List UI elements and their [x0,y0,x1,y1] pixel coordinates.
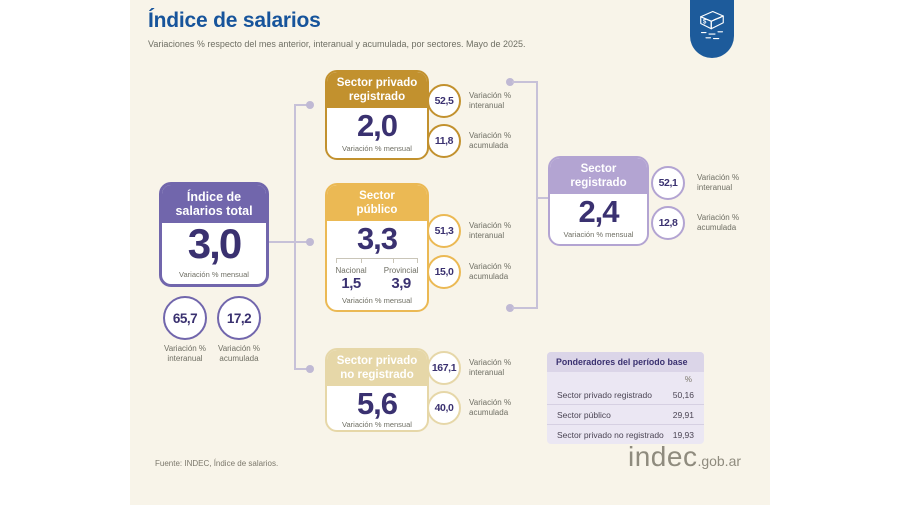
stat-value: 51,3 [434,225,454,237]
monthly-variation-label: Variación % mensual [342,144,412,153]
stat-value: 11,8 [434,135,454,147]
logo-text: indec [628,441,698,472]
sector-card-privado-no-registrado: Sector privado no registrado 5,6 Variaci… [325,348,429,432]
sector-monthly-value: 2,4 [578,194,619,230]
table-row: Sector privado registrado 50,16 [547,385,704,404]
stat-value: 40,0 [434,402,454,414]
stat-circle-interannual: 167,1 [427,351,461,385]
table-row: Sector público 29,91 [547,404,704,424]
nacional-value: 1,5 [341,274,361,292]
sector-card-title: Sector registrado [550,158,647,195]
row-value: 19,93 [672,429,694,440]
money-stack-icon: $ [700,10,724,40]
row-label: Sector público [557,409,611,420]
stat-circle-interannual: 52,1 [651,166,685,200]
connector-line [294,368,310,370]
sector-monthly-value: 5,6 [356,386,398,422]
connector-line [294,104,310,106]
monthly-variation-label: Variación % mensual [342,296,412,305]
stat-circle-accumulated: 15,0 [427,255,461,289]
total-accumulated-value: 17,2 [226,310,252,326]
breakdown-nacional: Nacional 1,5 [336,266,367,292]
accumulated-variation-label: Variación % acumulada [217,344,261,364]
page-subtitle: Variaciones % respecto del mes anterior,… [148,39,526,49]
connector-line [536,81,538,309]
accumulated-variation-label: Variación % acumulada [469,131,512,151]
table-row: Sector privado no registrado 19,93 [547,424,704,444]
nacional-label: Nacional [335,265,367,275]
stat-circle-accumulated: 11,8 [427,124,461,158]
publico-breakdown: Nacional 1,5 Provincial 3,9 [327,266,427,292]
breakdown-bracket [336,257,418,264]
stat-circle-interannual: 52,5 [427,84,461,118]
connector-line [536,197,548,199]
sector-card-publico: Sector público 3,3 Nacional 1,5 Provinci… [325,183,429,312]
indec-logo: indec .gob.ar [628,441,741,473]
row-label: Sector privado registrado [557,389,652,400]
source-note: Fuente: INDEC, Índice de salarios. [155,459,279,468]
monthly-variation-label: Variación % mensual [563,230,634,239]
stat-circle-accumulated: 12,8 [651,206,685,240]
accumulated-variation-label: Variación % acumulada [697,213,740,233]
connector-dot [506,304,514,312]
total-card-title: Índice de salarios total [162,185,266,223]
stat-value: 167,1 [431,362,457,374]
connector-dot [306,238,314,246]
stat-value: 52,5 [434,95,454,107]
accumulated-variation-label: Variación % acumulada [469,398,512,418]
stat-value: 15,0 [434,266,454,278]
connector-line [512,307,538,309]
stat-value: 52,1 [658,177,678,189]
total-interannual-circle: 65,7 [163,296,207,340]
stat-circle-interannual: 51,3 [427,214,461,248]
weights-table: Ponderadores del período base % Sector p… [547,352,704,444]
svg-text:$: $ [703,20,707,26]
sector-card-title: Sector público [327,185,427,222]
connector-line [294,104,296,370]
breakdown-provincial: Provincial 3,9 [384,266,419,292]
provincial-label: Provincial [383,265,419,275]
sector-monthly-value: 2,0 [356,108,398,144]
provincial-value: 3,9 [391,274,411,292]
logo-suffix: .gob.ar [697,453,742,469]
interannual-variation-label: Variación % interanual [469,358,512,378]
interannual-variation-label: Variación % interanual [163,344,207,364]
total-monthly-value: 3,0 [187,219,242,267]
interannual-variation-label: Variación % interanual [469,221,512,241]
sector-card-title: Sector privado no registrado [327,350,427,387]
total-index-card: Índice de salarios total 3,0 Variación %… [159,182,269,287]
connector-line [512,81,538,83]
sector-card-privado-registrado: Sector privado registrado 2,0 Variación … [325,70,429,160]
row-value: 29,91 [672,409,694,420]
interannual-variation-label: Variación % interanual [469,91,512,111]
sector-monthly-value: 3,3 [356,221,398,257]
connector-dot [306,101,314,109]
row-value: 50,16 [672,389,694,400]
monthly-variation-label: Variación % mensual [179,270,249,279]
stat-circle-accumulated: 40,0 [427,391,461,425]
monthly-variation-label: Variación % mensual [342,419,412,429]
sector-card-registrado: Sector registrado 2,4 Variación % mensua… [548,156,649,246]
interannual-variation-label: Variación % interanual [697,173,740,193]
page-title: Índice de salarios [148,9,321,32]
indec-badge: $ [690,0,734,58]
connector-dot [506,78,514,86]
weights-table-unit: % [684,375,692,384]
stat-value: 12,8 [658,217,678,229]
total-accumulated-circle: 17,2 [217,296,261,340]
sector-card-title: Sector privado registrado [327,72,427,109]
row-label: Sector privado no registrado [557,429,664,440]
connector-dot [306,365,314,373]
accumulated-variation-label: Variación % acumulada [469,262,512,282]
weights-table-title: Ponderadores del período base [547,352,704,372]
connector-line [268,241,310,243]
total-interannual-value: 65,7 [172,310,198,326]
